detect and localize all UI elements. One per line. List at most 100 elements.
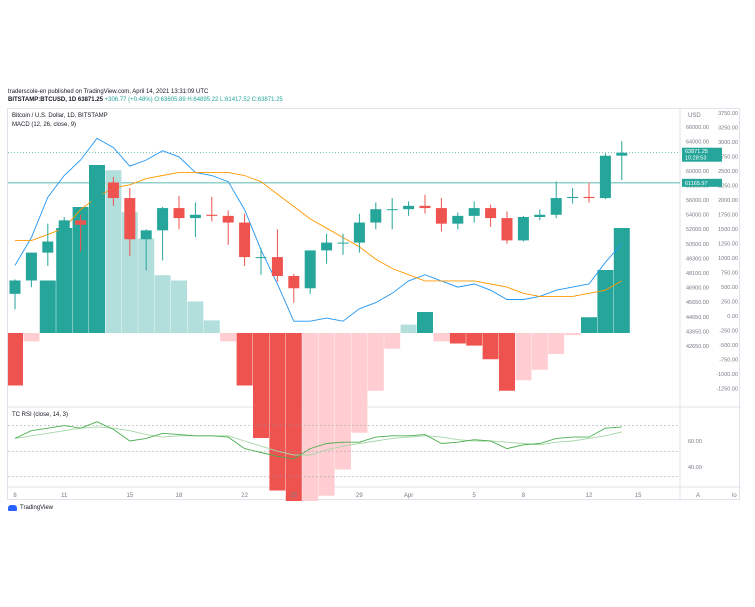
macd-tick-label: 2750.00 <box>718 155 738 161</box>
macd-histogram-bar <box>466 333 483 346</box>
macd-histogram-bar <box>56 228 73 333</box>
candle-body <box>599 155 611 199</box>
macd-histogram-bar <box>285 333 302 538</box>
candle-body <box>452 215 464 224</box>
macd-histogram-bar <box>367 333 384 391</box>
macd-histogram-bar <box>39 280 56 333</box>
footer: TradingView <box>8 505 53 511</box>
macd-pane-title: MACD (12, 26, close, 9) <box>12 122 76 128</box>
macd-histogram-bar <box>121 212 138 333</box>
candle-body <box>321 242 333 251</box>
price-tick-label: 50500.00 <box>686 242 709 248</box>
macd-tick-label: -750.00 <box>719 358 738 364</box>
candle-body <box>419 205 431 209</box>
price-tick-label: 66000.00 <box>686 125 709 131</box>
macd-histogram-bar <box>531 333 548 370</box>
chart-svg[interactable]: Bitcoin / U.S. Dollar, 1D, BITSTAMP MACD … <box>7 109 741 538</box>
macd-histogram-bar <box>154 275 171 333</box>
date-tick-label: 12 <box>586 493 593 499</box>
candle-body <box>124 198 136 240</box>
macd-histogram-bar <box>318 333 335 496</box>
macd-tick-label: -250.00 <box>719 329 738 335</box>
price-tick-label: 48100.00 <box>686 271 709 277</box>
last-price-tag-value: 63871.25 <box>685 149 708 155</box>
macd-tick-label: 3000.00 <box>718 140 738 146</box>
candle-body <box>337 242 349 244</box>
candle-body <box>189 214 201 219</box>
macd-histogram-bar <box>220 333 237 342</box>
rsi-tick-label: 40.00 <box>688 465 702 471</box>
chart-header: traderscole-en published on TradingView.… <box>8 88 283 104</box>
price-change: +306.77 (+0.48%) <box>104 97 153 103</box>
price-tick-label: 46900.00 <box>686 286 709 292</box>
brand-label: TradingView <box>20 505 54 511</box>
price-tick-label: 44650.00 <box>686 315 709 321</box>
date-tick-label: 15 <box>635 493 642 499</box>
candle-body <box>288 276 300 289</box>
macd-histogram-bar <box>548 333 565 354</box>
date-tick-label: 15 <box>126 493 133 499</box>
macd-histogram-bar <box>138 238 155 333</box>
macd-histogram-bar <box>515 333 532 381</box>
candle-body <box>25 252 37 281</box>
last-price-tag <box>682 147 722 162</box>
ohlc-values: O:63605.89 H:64895.22 L:61417.52 C:63871… <box>154 97 283 103</box>
macd-tick-label: 0.00 <box>727 314 738 320</box>
candle-body <box>173 208 185 219</box>
last-price: 63871.25 <box>77 97 103 103</box>
candle-body <box>304 250 316 289</box>
date-tick-label: 5 <box>473 493 477 499</box>
macd-histogram-bar <box>613 228 630 333</box>
symbol-line: BITSTAMP:BTCUSD, 1D 63871.25 +306.77 (+0… <box>8 96 283 104</box>
macd-line <box>14 137 623 322</box>
rsi-tick-label: 60.00 <box>688 439 702 445</box>
price-tick-label: 60000.00 <box>686 169 709 175</box>
macd-histogram-bar <box>581 317 597 333</box>
macd-histogram-bar <box>236 333 253 386</box>
candle-body <box>140 230 152 240</box>
macd-tick-label: 1250.00 <box>718 242 738 248</box>
rsi-pane-title: TC RSI (close, 14, 3) <box>12 412 68 418</box>
candle-body <box>485 208 497 219</box>
candle-body <box>239 222 251 258</box>
price-tick-label: 54000.00 <box>686 213 709 219</box>
candle-body <box>255 257 267 259</box>
candle-body <box>550 198 562 215</box>
macd-tick-label: 1000.00 <box>718 256 738 262</box>
macd-tick-label: 750.00 <box>721 271 738 277</box>
macd-tick-label: 2500.00 <box>718 169 738 175</box>
currency-label: USD <box>688 113 701 119</box>
candle-body <box>435 208 447 224</box>
candle-body <box>9 280 21 294</box>
date-tick-label: 8 <box>13 493 17 499</box>
macd-tick-label: 1500.00 <box>718 227 738 233</box>
macd-histogram-bar <box>564 333 581 336</box>
date-tick-label: 18 <box>176 493 183 499</box>
date-tick-label: Apr <box>404 493 413 499</box>
candle-body <box>386 209 398 211</box>
candle-body <box>403 205 415 210</box>
macd-histogram-bar <box>269 333 286 491</box>
date-tick-label: 29 <box>356 493 363 499</box>
candle-body <box>468 208 480 216</box>
candle-body <box>271 257 283 277</box>
macd-histogram-bar <box>302 333 319 507</box>
macd-tick-label: 2000.00 <box>718 198 738 204</box>
candle-body <box>91 182 103 225</box>
macd-histogram-bar <box>187 301 204 333</box>
macd-histogram-bar <box>433 333 450 342</box>
publisher-line: traderscole-en published on TradingView.… <box>8 89 209 95</box>
macd-histogram-bar <box>253 333 269 438</box>
tradingview-logo-icon <box>8 505 17 511</box>
macd-histogram-bar <box>335 333 351 470</box>
macd-histogram-bar <box>105 170 122 333</box>
macd-histogram-bar <box>351 333 368 433</box>
date-tick-label: 8 <box>522 493 526 499</box>
macd-tick-label: 250.00 <box>721 300 738 306</box>
date-tick-label: 25 <box>290 493 297 499</box>
autoscale-button: A <box>696 493 700 499</box>
macd-histogram-bar <box>384 333 401 349</box>
macd-histogram-bar <box>23 333 40 342</box>
chart-frame[interactable]: Bitcoin / U.S. Dollar, 1D, BITSTAMP MACD … <box>7 108 741 538</box>
candle-body <box>534 214 546 217</box>
